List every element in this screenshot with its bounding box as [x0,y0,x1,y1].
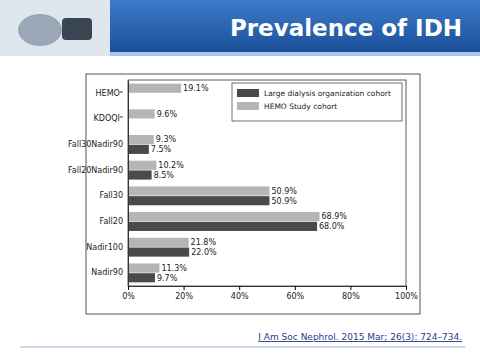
y-tick-label: Fall30Nadir90 [68,140,123,149]
bar [128,109,155,118]
data-label: 9.7% [157,274,178,283]
y-axis-line [128,81,129,287]
x-tick: 40% [231,286,249,301]
header-photo [0,0,110,56]
x-axis: 0% 20% 40% 60% 80% 100% [122,286,418,301]
legend: Large dialysis organization cohort HEMO S… [232,83,402,121]
bar [128,263,159,272]
bar [128,273,155,282]
y-tick-label: Nadir100 [86,243,123,252]
x-tick-label: 80% [342,292,360,301]
bar [128,196,270,205]
x-axis-line [129,286,407,287]
x-tick-mark [239,286,240,290]
y-tick-label: HEMOᵃ [96,89,123,98]
x-tick-label: 0% [122,292,135,301]
data-label: 11.3% [161,264,187,273]
x-tick-label: 40% [231,292,249,301]
data-label: 50.9% [272,197,298,206]
plot-frame [128,80,406,286]
bar [128,212,320,221]
x-tick: 20% [175,286,193,301]
data-label: 68.9% [322,212,348,221]
data-label: 7.5% [151,145,172,154]
legend-swatch [237,89,259,97]
x-tick: 0% [122,286,135,301]
y-tick: Nadir90 [91,268,123,277]
header-photo-shape [62,18,92,40]
bar [128,222,317,231]
y-tick-label: KDOQIᵃ [94,114,124,123]
data-label: 10.2% [158,161,184,170]
x-tick: 60% [286,286,304,301]
x-tick-mark [295,286,296,290]
data-label: 22.0% [191,248,217,257]
y-tick: HEMOᵃ [96,89,123,98]
legend-label: HEMO Study cohort [264,102,337,111]
x-tick-label: 20% [175,292,193,301]
title: Prevalence of IDH [230,15,462,41]
x-tick-mark [350,286,351,290]
y-tick-label: Nadir90 [91,268,123,277]
bar [128,248,189,257]
header-photo-shape [18,14,62,46]
y-tick: Fall30 [100,191,123,200]
bar [128,135,154,144]
x-tick: 80% [342,286,360,301]
legend-label: Large dialysis organization cohort [264,89,391,98]
figure-frame [86,74,420,314]
y-tick-label: Fall20Nadir90 [68,166,123,175]
legend-swatch [237,102,259,110]
data-label: 19.1% [183,84,209,93]
data-label: 68.0% [319,222,345,231]
legend-box [232,83,402,121]
y-tick-label: Fall20 [100,217,123,226]
y-tick-label: Fall30 [100,191,123,200]
x-tick-label: 60% [286,292,304,301]
y-tick: Fall20Nadir90 [68,166,123,175]
bar [128,238,189,247]
x-tick: 100% [395,286,418,301]
x-tick-mark [406,286,407,290]
citation: J Am Soc Nephrol. 2015 Mar; 26(3): 724–7… [257,332,462,342]
bar [128,170,152,179]
bar [128,84,181,93]
data-label: 9.3% [156,135,177,144]
y-axis: HEMOᵃKDOQIᵃFall30Nadir90Fall20Nadir90Fal… [68,81,129,287]
data-label: 21.8% [191,238,217,247]
x-tick-mark [128,286,129,290]
slide: Prevalence of IDH 7.5% 8.5% 50.9% 68.0% 22.0%… [0,0,480,360]
y-tick: Nadir100 [86,243,123,252]
y-tick: Fall30Nadir90 [68,140,123,149]
data-label: 9.6% [157,110,178,119]
y-tick: KDOQIᵃ [94,114,124,123]
footer-rule [20,347,465,348]
data-label: 50.9% [272,187,298,196]
x-tick-label: 100% [395,292,418,301]
bar [128,186,270,195]
data-label: 8.5% [154,171,175,180]
x-tick-mark [184,286,185,290]
bar [128,161,156,170]
bar [128,145,149,154]
y-tick: Fall20 [100,217,123,226]
